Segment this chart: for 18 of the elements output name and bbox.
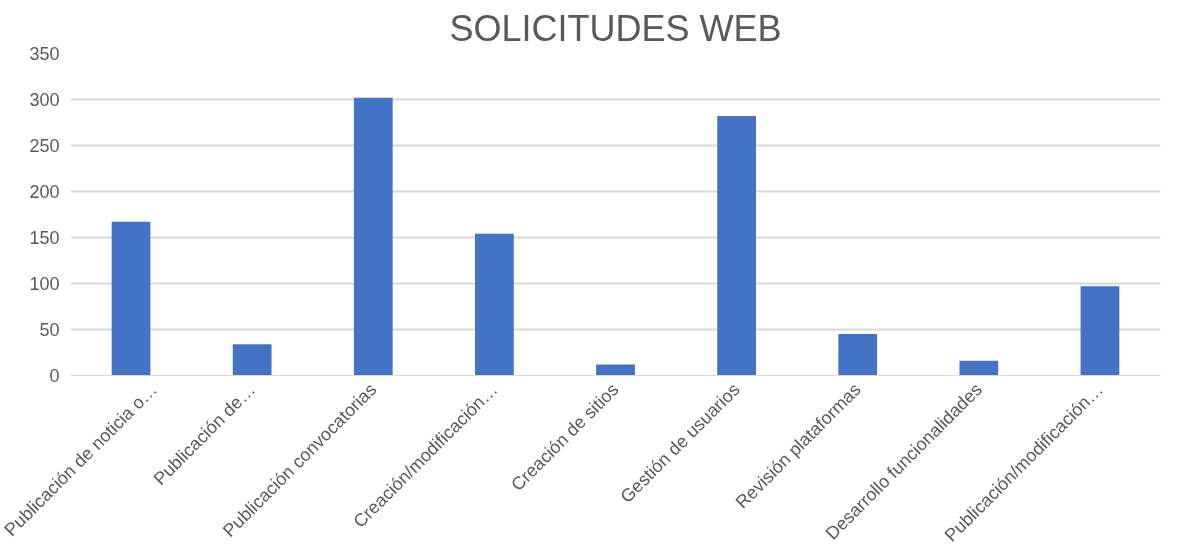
y-tick-label: 150	[29, 228, 60, 248]
y-tick-label: 100	[29, 274, 60, 294]
y-tick-label: 250	[29, 136, 60, 156]
y-tick-label: 350	[29, 44, 60, 64]
bar	[111, 221, 151, 376]
bar	[959, 360, 999, 376]
y-tick-label: 0	[49, 366, 60, 386]
y-tick-label: 300	[29, 90, 60, 110]
bar	[838, 334, 878, 376]
bar	[717, 116, 756, 376]
y-tick-label: 200	[29, 182, 60, 202]
bar	[596, 364, 635, 376]
bar	[232, 344, 272, 376]
bar	[475, 233, 514, 376]
bar	[1080, 286, 1120, 376]
y-tick-label: 50	[39, 320, 60, 340]
bar	[353, 97, 393, 376]
chart-title: SOLICITUDES WEB	[449, 7, 782, 49]
